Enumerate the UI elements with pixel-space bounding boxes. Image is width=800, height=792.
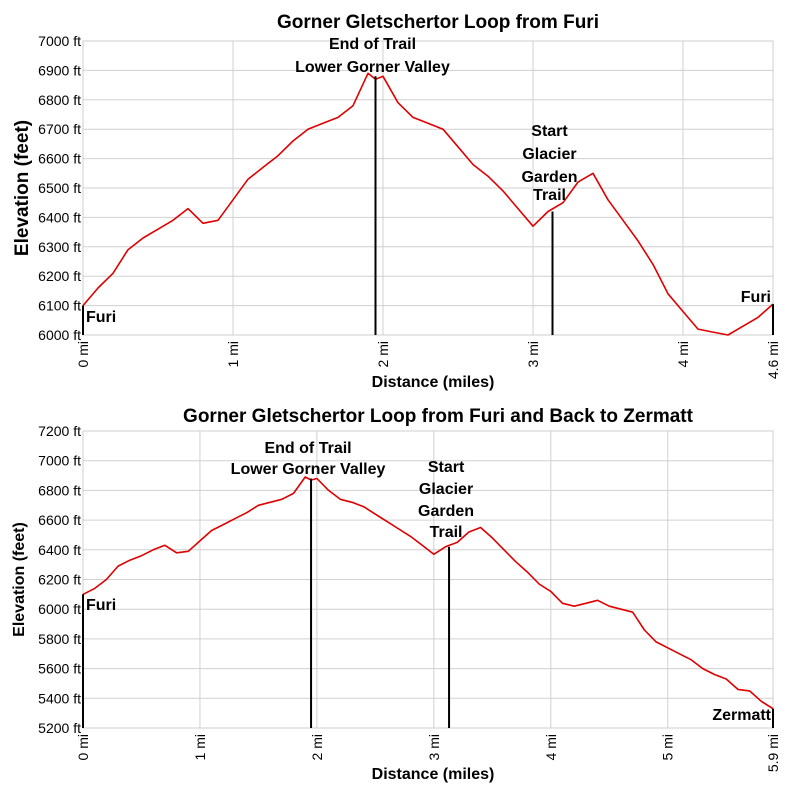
- y-tick-label: 6200 ft: [38, 572, 81, 588]
- y-tick-label: 6600 ft: [38, 512, 81, 528]
- annotation-label: Furi: [86, 597, 116, 614]
- annotation-label: End of Trail: [264, 440, 351, 457]
- y-tick-label: 5200 ft: [38, 720, 81, 736]
- y-tick-label: 6000 ft: [38, 327, 81, 343]
- x-tick-label: 5.9 mi: [765, 734, 781, 772]
- annotation-label: Lower Gorner Valley: [231, 461, 386, 478]
- x-tick-label: 0 mi: [75, 734, 91, 760]
- x-axis-label: Distance (miles): [372, 766, 495, 783]
- y-tick-label: 6900 ft: [38, 62, 81, 78]
- y-axis-label: Elevation (feet): [12, 120, 33, 256]
- y-tick-label: 6700 ft: [38, 121, 81, 137]
- annotation-label: Garden: [521, 169, 577, 186]
- annotation-label: Lower Gorner Valley: [295, 59, 450, 76]
- chart-title: Gorner Gletschertor Loop from Furi: [277, 12, 599, 33]
- y-tick-label: 6300 ft: [38, 239, 81, 255]
- x-tick-label: 2 mi: [375, 341, 391, 367]
- annotation-label: Start: [531, 123, 568, 140]
- annotation-label: Garden: [418, 503, 474, 520]
- annotation-label: Glacier: [522, 146, 576, 163]
- x-tick-label: 4 mi: [675, 341, 691, 367]
- y-axis-label: Elevation (feet): [11, 522, 28, 637]
- annotation-label: End of Trail: [329, 36, 416, 53]
- annotation-label: Glacier: [419, 481, 473, 498]
- y-tick-label: 5600 ft: [38, 661, 81, 677]
- y-tick-label: 7200 ft: [38, 423, 81, 439]
- annotation-label: Furi: [741, 289, 771, 306]
- chart-2: Gorner Gletschertor Loop from Furi and B…: [11, 406, 781, 783]
- x-tick-label: 3 mi: [426, 734, 442, 760]
- x-tick-label: 4 mi: [543, 734, 559, 760]
- y-tick-label: 6100 ft: [38, 298, 81, 314]
- annotation-label: Start: [428, 459, 465, 476]
- x-tick-label: 0 mi: [75, 341, 91, 367]
- annotation-label: Furi: [86, 309, 116, 326]
- annotation-label: Trail: [430, 524, 463, 541]
- x-tick-label: 1 mi: [225, 341, 241, 367]
- y-tick-label: 6800 ft: [38, 92, 81, 108]
- y-tick-label: 6200 ft: [38, 268, 81, 284]
- plot-frame: [82, 430, 774, 729]
- y-tick-label: 6400 ft: [38, 542, 81, 558]
- plot-frame: [82, 40, 774, 336]
- x-axis-label: Distance (miles): [372, 374, 495, 391]
- x-tick-label: 5 mi: [660, 734, 676, 760]
- y-tick-label: 5400 ft: [38, 690, 81, 706]
- x-tick-label: 3 mi: [525, 341, 541, 367]
- annotation-label: Zermatt: [712, 707, 771, 724]
- annotation-label: Trail: [533, 187, 566, 204]
- y-tick-label: 7000 ft: [38, 33, 81, 49]
- elevation-series-line: [82, 476, 774, 710]
- y-tick-label: 6600 ft: [38, 151, 81, 167]
- y-tick-label: 6500 ft: [38, 180, 81, 196]
- y-tick-label: 6000 ft: [38, 601, 81, 617]
- y-tick-label: 6400 ft: [38, 209, 81, 225]
- y-tick-label: 6800 ft: [38, 482, 81, 498]
- elevation-series-line: [82, 72, 774, 336]
- x-tick-label: 4.6 mi: [765, 341, 781, 379]
- x-tick-label: 1 mi: [192, 734, 208, 760]
- chart-title: Gorner Gletschertor Loop from Furi and B…: [183, 406, 694, 427]
- y-tick-label: 5800 ft: [38, 631, 81, 647]
- y-tick-label: 7000 ft: [38, 453, 81, 469]
- chart-1: Gorner Gletschertor Loop from Furi 6000 f…: [12, 12, 781, 391]
- x-tick-label: 2 mi: [309, 734, 325, 760]
